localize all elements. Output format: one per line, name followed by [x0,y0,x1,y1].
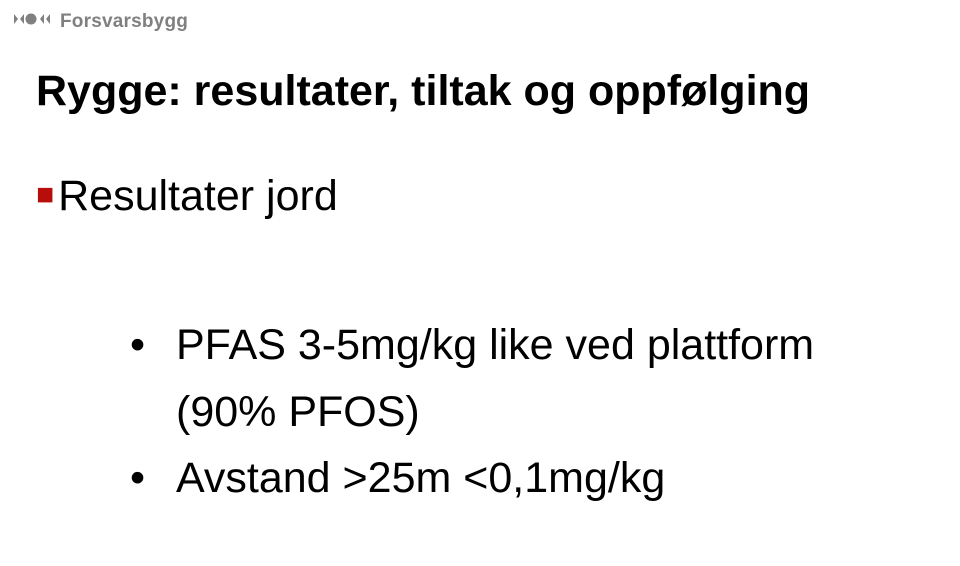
section-heading: ■Resultater jord [36,172,338,221]
bullet-square-icon: ■ [36,178,54,211]
list-item-text: PFAS 3-5mg/kg like ved plattform [176,321,814,369]
bullet-list: • PFAS 3-5mg/kg like ved plattform (90% … [130,312,814,512]
logo-mark-icon [14,10,54,33]
list-item-text-cont: (90% PFOS) [176,388,420,436]
slide: Forsvarsbygg Rygge: resultater, tiltak o… [0,0,960,566]
logo-text: Forsvarsbygg [60,11,188,33]
logo: Forsvarsbygg [14,10,188,33]
slide-title: Rygge: resultater, tiltak og oppfølging [36,68,810,115]
section-heading-text: Resultater jord [58,172,338,220]
bullet-dot-icon: • [130,312,176,379]
bullet-dot-icon: • [130,445,176,512]
list-item: • PFAS 3-5mg/kg like ved plattform (90% … [130,312,814,445]
list-item-text: Avstand >25m <0,1mg/kg [176,445,665,512]
list-item: • Avstand >25m <0,1mg/kg [130,445,814,512]
